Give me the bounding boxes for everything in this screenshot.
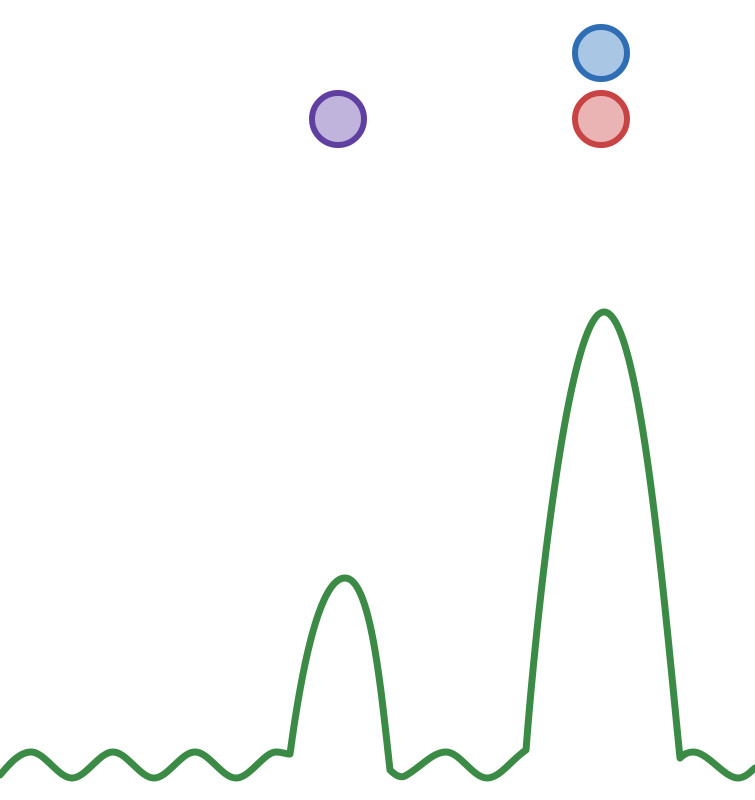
marker-red-circle — [572, 90, 630, 148]
marker-purple-circle — [309, 90, 367, 148]
wave-line — [0, 308, 755, 782]
marker-blue-circle — [572, 24, 630, 82]
